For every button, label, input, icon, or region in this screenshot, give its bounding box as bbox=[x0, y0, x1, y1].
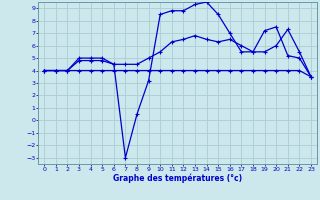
X-axis label: Graphe des températures (°c): Graphe des températures (°c) bbox=[113, 173, 242, 183]
